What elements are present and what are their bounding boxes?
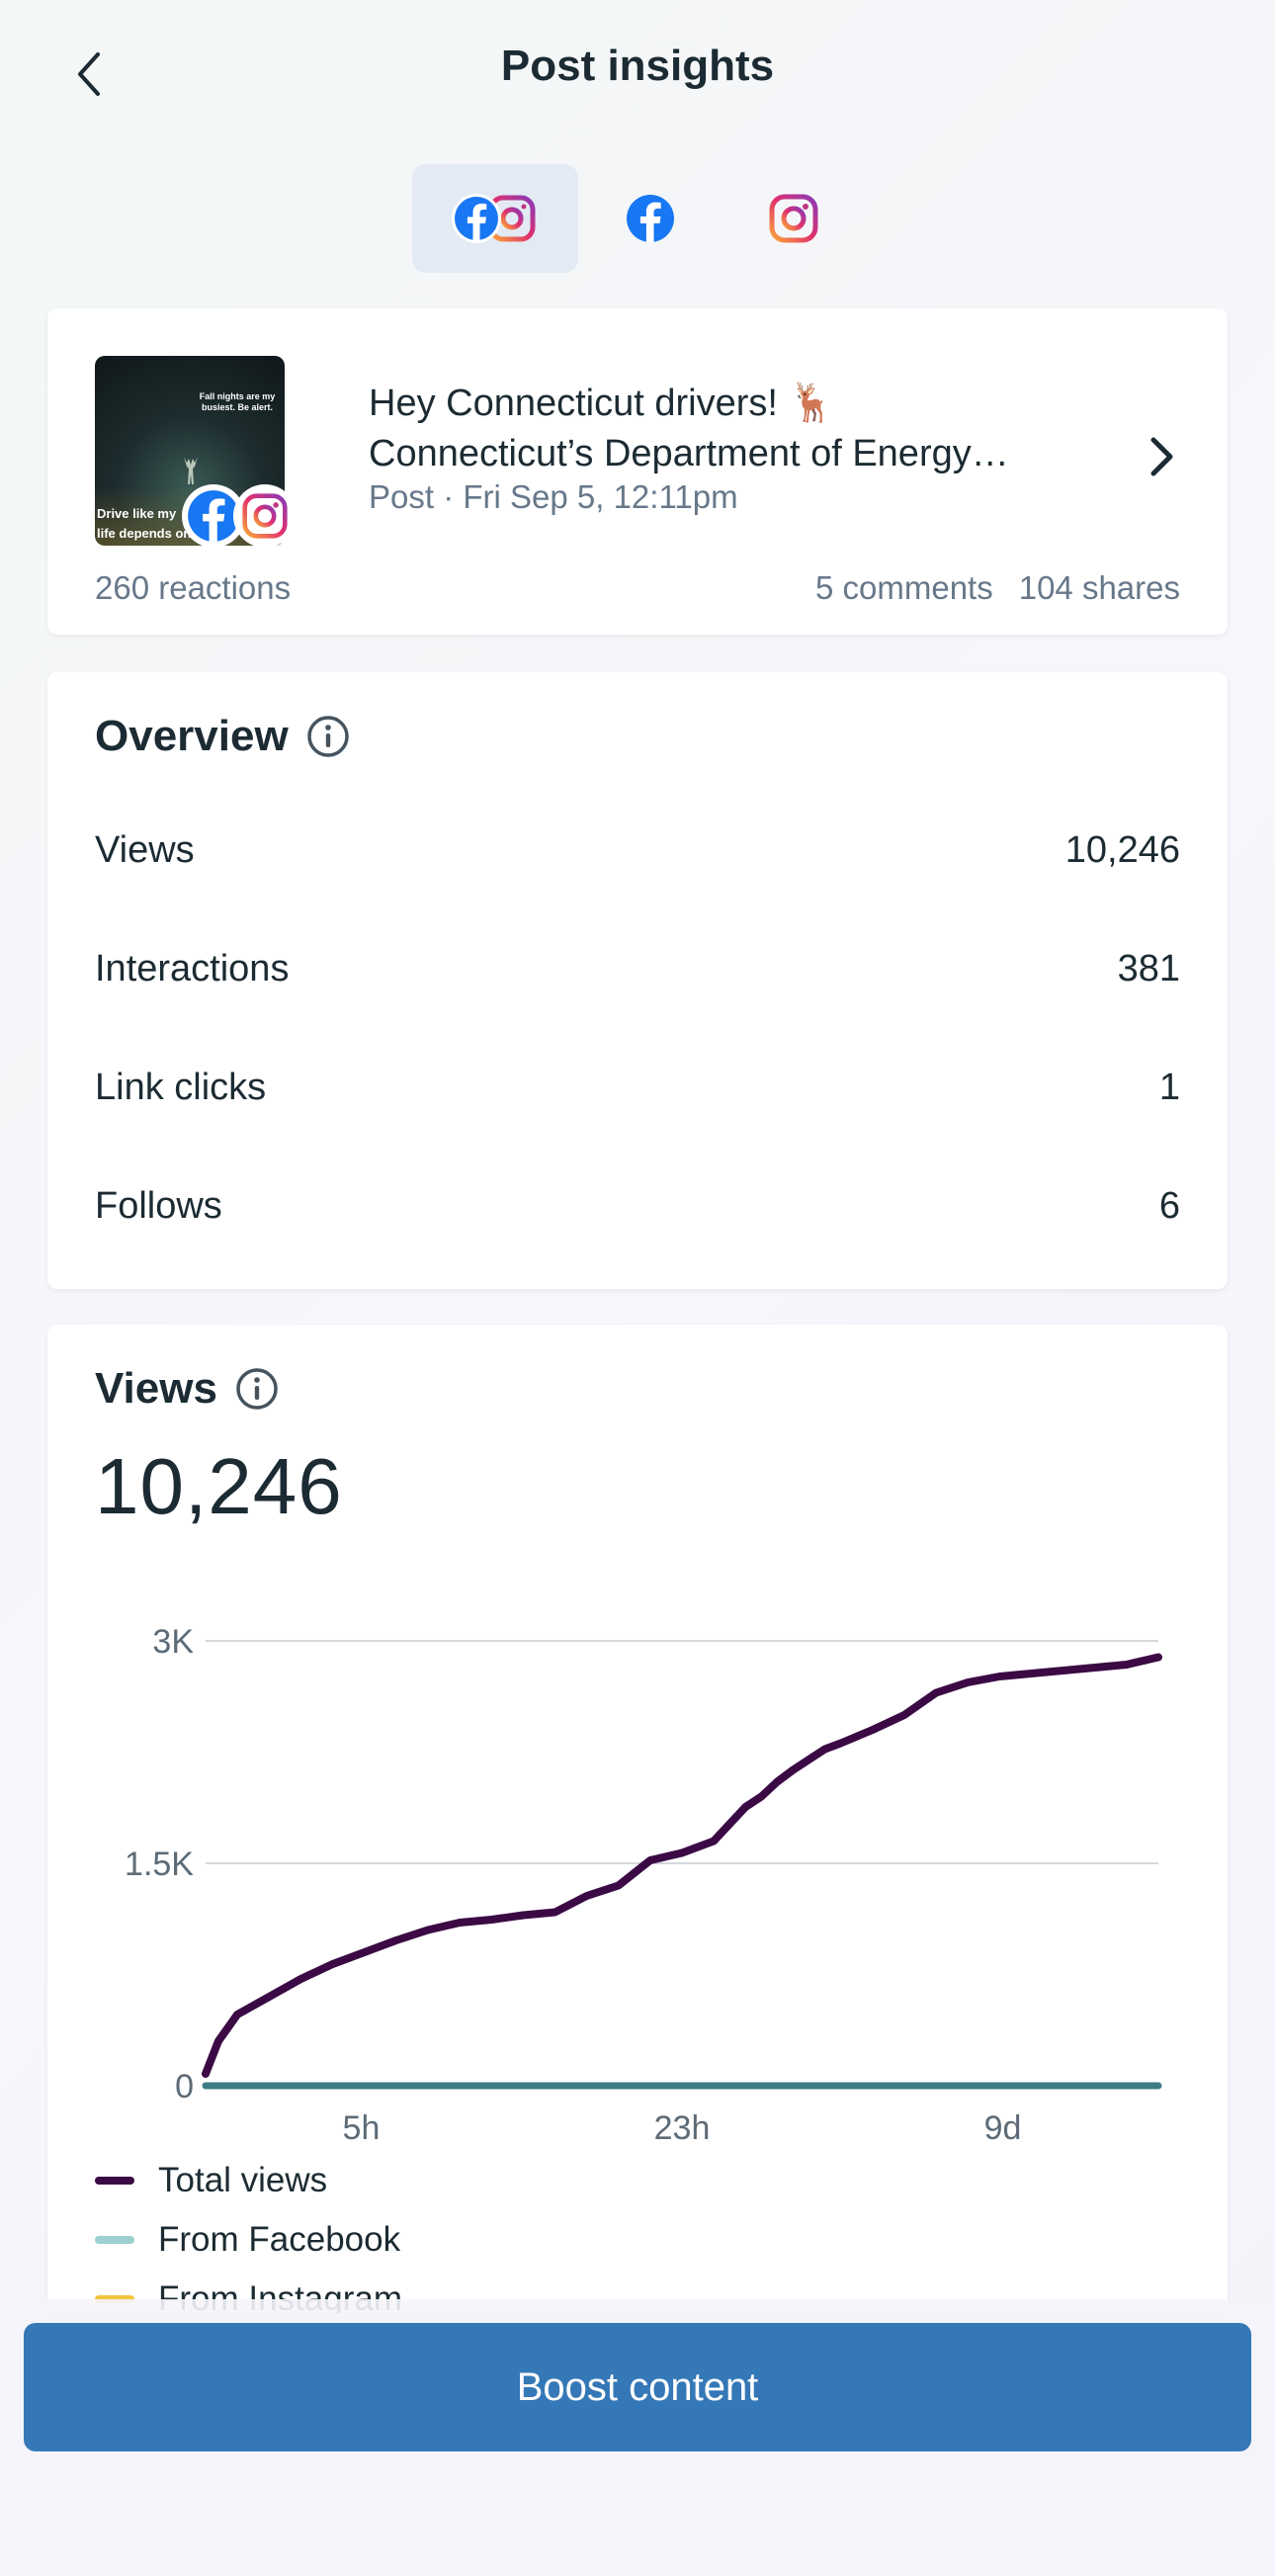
metric-label: Link clicks	[95, 1066, 267, 1108]
top-bar: Post insights	[0, 0, 1275, 148]
legend-swatch	[95, 2236, 134, 2244]
comments-count: 5 comments	[814, 569, 993, 606]
instagram-icon	[242, 493, 288, 539]
overview-title: Overview	[95, 712, 350, 761]
chevron-right-icon	[1150, 437, 1173, 476]
facebook-instagram-icon	[452, 194, 536, 243]
overview-card: Overview Views 10,246 Interactions 381 L…	[47, 672, 1228, 1289]
shares-count: 104 shares	[1018, 569, 1180, 606]
legend-label: Total views	[158, 2161, 328, 2199]
page-title: Post insights	[500, 42, 775, 90]
metric-label: Interactions	[95, 947, 290, 989]
deer-silhouette	[184, 457, 198, 484]
metric-row-follows: Follows 6	[95, 1176, 1180, 1236]
post-description: Connecticut’s Department of Energy…	[369, 433, 1009, 474]
tab-facebook-instagram[interactable]	[412, 164, 578, 273]
metric-label: Views	[95, 828, 195, 871]
y-tick-label: 3K	[152, 1623, 194, 1661]
legend-label: From Facebook	[158, 2220, 401, 2259]
platform-tabs	[412, 164, 865, 273]
instagram-icon	[769, 194, 817, 243]
facebook-icon	[626, 195, 674, 242]
metric-label: Follows	[95, 1184, 222, 1227]
y-tick-label: 1.5K	[125, 1846, 194, 1883]
x-tick-label: 5h	[343, 2109, 381, 2147]
reactions-count: 260 reactions	[95, 569, 292, 606]
views-card: Views 10,246 0 1.5K 3K 5h 23h 9d Total views …	[47, 1325, 1228, 2313]
x-tick-label: 23h	[654, 2109, 711, 2147]
facebook-badge	[182, 484, 245, 548]
metric-value: 6	[1158, 1184, 1180, 1227]
legend-swatch	[95, 2177, 134, 2185]
metric-row-link-clicks: Link clicks 1	[95, 1058, 1180, 1117]
comments-shares: 5 comments 104 shares	[815, 569, 1180, 607]
instagram-badge	[233, 484, 297, 548]
thumbnail-caption-bottom: Drive like my life depends on it	[97, 506, 192, 541]
post-title: Hey Connecticut drivers! 🦌	[369, 383, 835, 424]
legend-item-from-facebook[interactable]: From Facebook	[95, 2210, 402, 2270]
views-title: Views	[95, 1364, 279, 1414]
tab-instagram[interactable]	[722, 164, 865, 273]
post-meta: Post · Fri Sep 5, 12:11pm	[369, 478, 738, 515]
metric-row-views: Views 10,246	[95, 820, 1180, 880]
metric-row-interactions: Interactions 381	[95, 939, 1180, 998]
bottom-action-bar: Boost content	[0, 2299, 1275, 2576]
chart-legend: Total views From Facebook From Instagram	[95, 2151, 402, 2313]
thumbnail-caption-top: Fall nights are my busiest. Be alert.	[199, 391, 276, 412]
chevron-left-icon	[78, 52, 100, 96]
open-post-button[interactable]	[1141, 427, 1184, 486]
post-summary-card[interactable]: Fall nights are my busiest. Be alert. Dr…	[47, 308, 1228, 635]
back-button[interactable]	[59, 40, 119, 109]
overview-title-text: Overview	[95, 712, 289, 760]
views-title-text: Views	[95, 1364, 217, 1413]
facebook-icon	[188, 490, 239, 542]
views-total: 10,246	[95, 1442, 343, 1530]
y-tick-label: 0	[175, 2068, 194, 2105]
tab-facebook[interactable]	[578, 164, 722, 273]
boost-content-button[interactable]: Boost content	[24, 2323, 1251, 2451]
info-icon[interactable]	[306, 715, 350, 758]
metric-value: 10,246	[1064, 828, 1180, 871]
info-icon[interactable]	[235, 1367, 279, 1411]
series-line-total-views	[202, 1653, 1162, 2078]
metric-value: 381	[1117, 947, 1180, 989]
legend-item-total-views[interactable]: Total views	[95, 2151, 402, 2210]
metric-value: 1	[1158, 1066, 1180, 1108]
views-line-chart: 0 1.5K 3K 5h 23h 9d	[125, 1623, 1162, 2147]
x-tick-label: 9d	[984, 2109, 1022, 2147]
